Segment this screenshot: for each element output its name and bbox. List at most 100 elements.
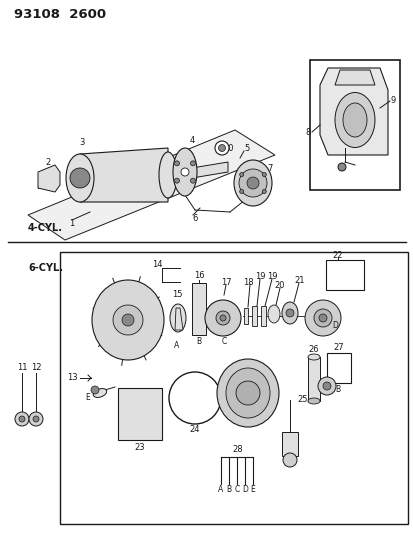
Circle shape (262, 173, 266, 176)
Circle shape (317, 377, 335, 395)
Circle shape (122, 314, 134, 326)
Bar (281, 432, 297, 456)
Text: C: C (234, 486, 239, 495)
Text: 28: 28 (232, 446, 243, 455)
Circle shape (262, 190, 266, 193)
Circle shape (29, 412, 43, 426)
Bar (243, 308, 247, 324)
Circle shape (318, 314, 326, 322)
Bar (60, 252, 407, 524)
Circle shape (91, 386, 99, 394)
Polygon shape (319, 68, 387, 155)
Circle shape (285, 309, 293, 317)
Text: 4: 4 (189, 135, 194, 144)
Ellipse shape (92, 280, 164, 360)
Text: B: B (196, 337, 201, 346)
Text: 8: 8 (304, 127, 310, 136)
Text: 24: 24 (189, 425, 200, 434)
Ellipse shape (93, 389, 107, 398)
Circle shape (70, 168, 90, 188)
Circle shape (180, 168, 189, 176)
Text: 2: 2 (45, 157, 50, 166)
Circle shape (247, 177, 259, 189)
Text: 3: 3 (79, 138, 85, 147)
Polygon shape (175, 308, 183, 330)
Text: 13: 13 (66, 374, 77, 383)
Text: 19: 19 (266, 271, 277, 280)
Circle shape (190, 178, 195, 183)
Polygon shape (38, 165, 60, 192)
Text: B: B (335, 385, 340, 394)
Bar (252, 306, 256, 326)
Circle shape (235, 381, 259, 405)
Text: 5: 5 (244, 143, 249, 152)
Text: 25: 25 (297, 395, 308, 405)
Circle shape (322, 382, 330, 390)
Circle shape (216, 311, 230, 325)
Text: D: D (331, 320, 337, 329)
Circle shape (19, 416, 25, 422)
Ellipse shape (334, 93, 374, 148)
Text: 20: 20 (274, 280, 285, 289)
Text: 11: 11 (17, 362, 27, 372)
Text: E: E (85, 393, 90, 402)
Ellipse shape (66, 154, 94, 202)
Circle shape (190, 161, 195, 166)
Circle shape (239, 173, 243, 176)
Circle shape (313, 309, 331, 327)
Ellipse shape (281, 302, 297, 324)
Polygon shape (28, 130, 274, 240)
Text: C: C (221, 336, 226, 345)
Text: 27: 27 (333, 343, 344, 351)
Ellipse shape (159, 152, 177, 198)
Text: E: E (250, 486, 255, 495)
Circle shape (219, 315, 225, 321)
Ellipse shape (233, 160, 271, 206)
Bar (307, 357, 319, 401)
Circle shape (282, 453, 296, 467)
Text: A: A (218, 486, 223, 495)
Text: 26: 26 (308, 345, 318, 354)
Circle shape (174, 161, 179, 166)
Bar (326, 353, 350, 383)
Ellipse shape (267, 305, 279, 323)
Text: 23: 23 (134, 442, 145, 451)
Circle shape (214, 141, 228, 155)
Ellipse shape (307, 398, 319, 404)
Circle shape (238, 169, 266, 197)
Text: 16: 16 (193, 271, 204, 279)
Bar (309, 60, 399, 190)
Text: 14: 14 (152, 260, 162, 269)
Text: 17: 17 (220, 278, 231, 287)
Text: 9: 9 (389, 95, 395, 104)
Polygon shape (334, 70, 374, 85)
Text: 1: 1 (69, 219, 74, 228)
Circle shape (174, 178, 179, 183)
Text: 19: 19 (254, 271, 265, 280)
Circle shape (169, 372, 221, 424)
Circle shape (15, 412, 29, 426)
Circle shape (218, 144, 225, 151)
Bar (260, 306, 266, 326)
Text: B: B (226, 486, 231, 495)
Circle shape (304, 300, 340, 336)
Text: 15: 15 (171, 289, 182, 298)
Text: 10: 10 (222, 143, 233, 152)
Ellipse shape (225, 368, 269, 418)
Polygon shape (80, 148, 168, 202)
Circle shape (239, 190, 243, 193)
Text: 4-CYL.: 4-CYL. (28, 223, 63, 233)
Bar (118, 388, 161, 440)
Text: 6: 6 (192, 214, 197, 222)
Polygon shape (192, 162, 228, 178)
Ellipse shape (173, 148, 197, 196)
Text: 12: 12 (31, 362, 41, 372)
Ellipse shape (170, 304, 185, 332)
Circle shape (113, 305, 142, 335)
Circle shape (33, 416, 39, 422)
Text: 6-CYL.: 6-CYL. (28, 263, 63, 273)
Ellipse shape (216, 359, 278, 427)
Text: 22: 22 (332, 251, 342, 260)
Text: A: A (174, 341, 179, 350)
Text: 18: 18 (242, 278, 253, 287)
